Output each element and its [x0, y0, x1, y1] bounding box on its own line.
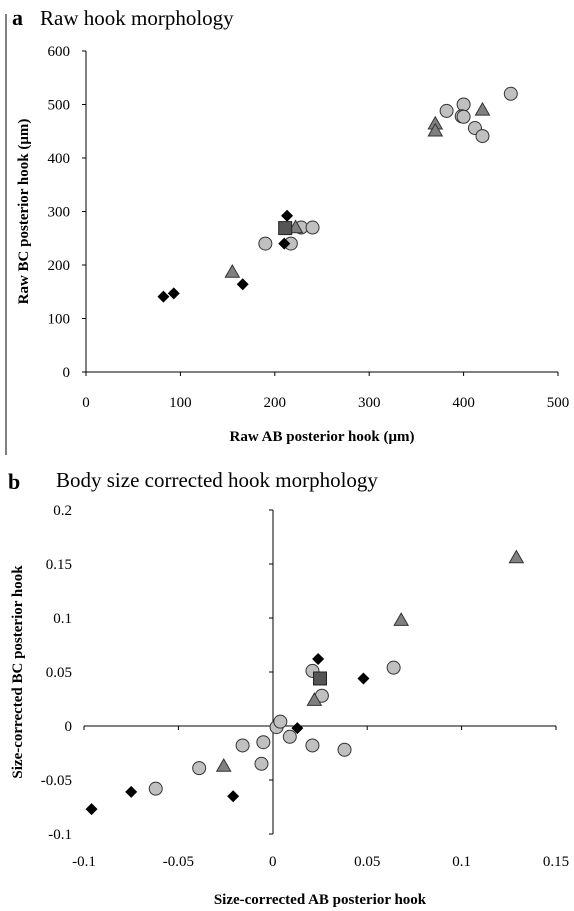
panel-b-letter: b	[8, 469, 20, 494]
b-x-tick-label-3: 0.05	[354, 854, 380, 870]
b-x-tick-label-4: 0.1	[452, 854, 471, 870]
b-circle-point-1	[192, 761, 207, 776]
a-triangle-point-0	[224, 263, 241, 278]
b-x-tick-label-0: -0.1	[72, 854, 96, 870]
a-x-tick-label-3: 300	[358, 395, 381, 411]
a-x-tick-label-5: 500	[547, 395, 570, 411]
a-circle-point-10	[503, 86, 518, 101]
panel-a-points	[157, 86, 518, 303]
a-y-tick-label-3: 300	[48, 205, 71, 221]
a-circle-point-0	[258, 236, 273, 251]
b-circle-point-8	[305, 738, 320, 753]
a-triangle-point-3	[427, 122, 444, 137]
a-diamond-point-3	[278, 237, 291, 250]
b-triangle-point-3	[508, 549, 525, 564]
b-triangle-point-0	[215, 757, 232, 772]
a-x-tick-label-0: 0	[82, 395, 90, 411]
a-x-tick-label-2: 200	[264, 395, 287, 411]
b-x-tick-label-2: 0	[269, 854, 277, 870]
panel-a-x-axis-label: Raw AB posterior hook (μm)	[230, 429, 415, 445]
a-diamond-point-1	[167, 287, 180, 300]
a-circle-point-5	[456, 97, 471, 112]
a-triangle-point-4	[474, 101, 491, 116]
a-diamond-point-4	[281, 209, 294, 222]
a-x-tick-label-1: 100	[169, 395, 192, 411]
b-triangle-point-1	[306, 692, 323, 706]
b-circle-point-7	[282, 729, 297, 744]
b-circle-point-3	[256, 735, 271, 750]
b-circle-point-0	[148, 781, 163, 796]
b-circle-point-12	[386, 660, 401, 675]
b-diamond-point-2	[227, 790, 240, 803]
a-x-tick-label-4: 400	[452, 395, 475, 411]
panel-a-title: Raw hook morphology	[40, 6, 234, 30]
a-circle-point-9	[475, 129, 490, 144]
a-y-tick-label-0: 0	[63, 365, 71, 381]
panel-b-ticks: -0.1 -0.05 0 0.05 0.1 0.15 -0.1 -0.05 0 0.05 0.1 0.…	[41, 503, 569, 870]
b-x-tick-label-5: 0.15	[543, 854, 569, 870]
a-circle-point-4	[439, 103, 454, 118]
a-y-tick-label-4: 400	[48, 151, 71, 167]
b-diamond-point-5	[357, 672, 370, 685]
panel-b-title: Body size corrected hook morphology	[56, 468, 378, 492]
b-y-tick-label-4: 0.1	[53, 611, 72, 627]
a-y-tick-label-1: 100	[48, 312, 71, 328]
a-circle-point-3	[305, 220, 320, 235]
b-x-tick-label-1: -0.05	[163, 854, 194, 870]
a-y-tick-label-5: 500	[48, 98, 71, 114]
a-square-point-0	[278, 221, 293, 236]
a-diamond-point-0	[157, 290, 170, 303]
panel-a-ticks: 0 100 200 300 400 500 0 100 200 300 400 500 600	[48, 44, 570, 411]
panel-a-chart: a Raw hook morphology 0 100 200 300 400 500 0 1…	[12, 5, 569, 445]
b-circle-point-6	[273, 714, 288, 729]
b-y-tick-label-3: 0.05	[46, 665, 72, 681]
a-circle-point-7	[456, 109, 471, 124]
a-y-tick-label-2: 200	[48, 258, 71, 274]
panel-b-chart: b Body size corrected hook morphology -0…	[8, 468, 569, 908]
b-square-point-0	[313, 671, 327, 686]
panel-a-letter: a	[12, 5, 23, 30]
b-diamond-point-3	[291, 722, 304, 735]
b-y-tick-label-2: 0	[65, 719, 73, 735]
b-diamond-point-0	[85, 803, 98, 816]
b-y-tick-label-5: 0.15	[46, 557, 72, 573]
b-y-tick-label-0: -0.1	[48, 827, 72, 843]
panel-b-x-axis-label: Size-corrected AB posterior hook	[214, 892, 427, 908]
b-y-tick-label-6: 0.2	[53, 503, 72, 519]
b-diamond-point-1	[125, 785, 138, 798]
b-circle-point-4	[254, 756, 269, 771]
panel-b-points	[85, 549, 525, 816]
b-y-tick-label-1: -0.05	[41, 773, 72, 789]
b-triangle-point-2	[393, 612, 410, 626]
b-circle-point-11	[337, 742, 352, 757]
b-circle-point-2	[235, 738, 250, 753]
b-diamond-point-4	[312, 653, 325, 666]
a-diamond-point-2	[236, 278, 249, 291]
a-y-tick-label-6: 600	[48, 44, 71, 60]
panel-a-y-axis-label: Raw BC posterior hook (μm)	[16, 119, 32, 305]
panel-b-y-axis-label: Size-corrected BC posterior hook	[10, 565, 26, 779]
